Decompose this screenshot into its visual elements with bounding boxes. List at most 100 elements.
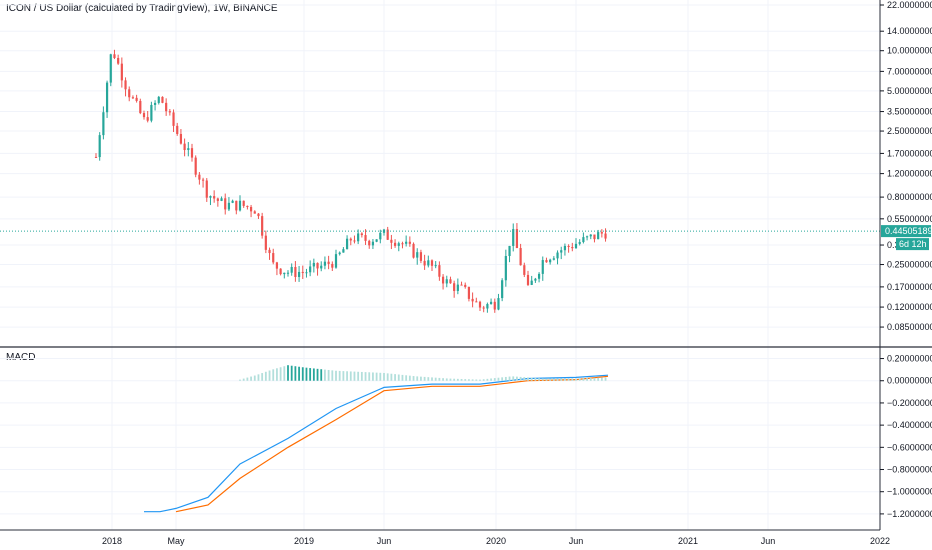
candle: [423, 254, 426, 270]
candle-body: [427, 260, 430, 266]
histogram-bar: [527, 377, 529, 381]
candle-body: [120, 63, 123, 81]
histogram-bar: [412, 376, 415, 381]
histogram-bar: [423, 376, 426, 381]
candle: [482, 305, 485, 313]
candle: [117, 54, 120, 65]
histogram-bar: [501, 377, 504, 381]
candle: [257, 213, 260, 219]
candle-body: [434, 265, 437, 267]
candle-body: [198, 174, 201, 180]
candle-body: [242, 200, 245, 206]
candle: [316, 262, 319, 276]
candle-body: [371, 241, 375, 246]
histogram-bar: [349, 371, 352, 381]
candle-body: [190, 148, 194, 158]
candle: [445, 275, 448, 288]
histogram-bar: [420, 376, 422, 381]
histogram-bar: [353, 371, 356, 381]
histogram-bar: [408, 375, 411, 381]
histogram-bar: [357, 371, 360, 381]
candle: [161, 96, 164, 104]
price-tick-label: 5.00000000: [887, 86, 932, 96]
histogram-bar: [552, 378, 555, 381]
candle: [349, 237, 352, 246]
candle-body: [297, 271, 301, 277]
histogram-bar: [512, 376, 515, 381]
histogram-bar: [239, 379, 241, 381]
candle: [183, 138, 186, 157]
candle-body: [397, 243, 400, 246]
candle-body: [157, 96, 160, 103]
time-tick-label: 2021: [678, 536, 698, 546]
histogram-bar: [567, 378, 570, 381]
candle: [419, 249, 423, 264]
candle: [216, 197, 219, 207]
macd-tick-label: 0.00000000: [887, 376, 932, 386]
candle-body: [593, 234, 596, 240]
candle: [338, 251, 341, 256]
histogram-bar: [604, 377, 607, 381]
candle-body: [408, 241, 411, 244]
candle-body: [537, 273, 541, 279]
histogram-bar: [490, 378, 492, 381]
candle: [109, 53, 112, 87]
candle-body: [582, 237, 585, 243]
candle: [142, 110, 146, 120]
candle-body: [131, 97, 135, 99]
price-tick-label: 3.50000000: [887, 107, 932, 117]
candle-body: [94, 156, 98, 158]
histogram-bar: [534, 377, 537, 381]
histogram-bar: [438, 377, 441, 381]
candle-body: [401, 243, 404, 245]
candle: [427, 255, 430, 268]
candle: [128, 86, 131, 102]
candle-body: [246, 205, 249, 207]
histogram-bar: [545, 378, 548, 381]
candle: [379, 229, 382, 244]
candle-body: [117, 57, 120, 64]
candle: [478, 300, 482, 312]
candle-body: [471, 298, 474, 302]
candle-body: [545, 260, 548, 263]
histogram-bar: [316, 368, 319, 381]
histogram-bar: [320, 369, 323, 381]
time-axis[interactable]: 2018 May 2019 Jun 2020 Jun 2021 Jun 2022: [0, 529, 890, 546]
candle-body: [430, 260, 434, 266]
candle: [312, 258, 315, 273]
candle-body: [585, 236, 589, 238]
candle: [105, 80, 109, 118]
histogram-bar: [434, 377, 437, 381]
candle: [552, 256, 555, 261]
candle-body: [98, 135, 101, 158]
candle: [489, 298, 493, 305]
histogram-bar: [301, 367, 304, 381]
candle-body: [249, 206, 253, 212]
candle: [327, 255, 330, 270]
candle-body: [264, 235, 267, 250]
price-tick-label: 0.17000000: [887, 282, 932, 292]
candle: [453, 280, 456, 298]
price-axis[interactable]: 22.00000000 14.00000000 10.00000000 7.00000…: [880, 0, 932, 332]
histogram-bar: [589, 378, 592, 381]
histogram-bar: [508, 376, 511, 381]
histogram-bar: [475, 379, 478, 381]
candle: [405, 235, 408, 247]
macd-axis[interactable]: 0.20000000 0.00000000 −0.20000000 −0.400000…: [880, 354, 932, 519]
candle-body: [135, 97, 138, 101]
candle-body: [489, 301, 493, 305]
candle-body: [478, 301, 482, 308]
candle: [168, 109, 171, 116]
candle-body: [600, 232, 603, 234]
candle-body: [353, 240, 356, 242]
price-tick-label: 1.20000000: [887, 169, 932, 179]
histogram-bar: [456, 378, 459, 381]
histogram-bar: [541, 378, 544, 381]
candle: [582, 232, 585, 244]
histogram-bar: [471, 379, 474, 381]
histogram-bar: [383, 372, 385, 381]
candle: [523, 262, 526, 278]
candle-body: [153, 102, 157, 105]
candle: [131, 95, 135, 100]
